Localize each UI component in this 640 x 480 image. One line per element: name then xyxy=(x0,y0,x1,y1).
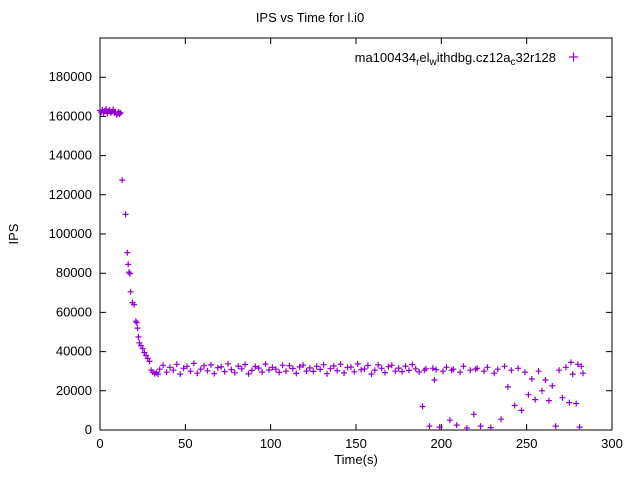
x-tick-label: 200 xyxy=(430,436,452,451)
chart-title: IPS vs Time for l.i0 xyxy=(256,10,364,25)
y-tick-label: 180000 xyxy=(49,69,92,84)
x-tick-label: 100 xyxy=(260,436,282,451)
y-tick-label: 140000 xyxy=(49,148,92,163)
y-tick-label: 160000 xyxy=(49,108,92,123)
y-tick-label: 20000 xyxy=(56,383,92,398)
y-tick-label: 120000 xyxy=(49,187,92,202)
y-tick-label: 100000 xyxy=(49,226,92,241)
y-tick-label: 80000 xyxy=(56,265,92,280)
legend-label: ma100434relwithdbg.cz12ac32r128 xyxy=(355,50,556,68)
x-tick-label: 50 xyxy=(178,436,192,451)
x-tick-label: 250 xyxy=(516,436,538,451)
y-tick-label: 40000 xyxy=(56,344,92,359)
x-axis-label: Time(s) xyxy=(334,452,378,467)
y-tick-label: 0 xyxy=(85,422,92,437)
data-points xyxy=(97,106,586,431)
x-tick-label: 0 xyxy=(96,436,103,451)
legend-marker xyxy=(569,52,578,62)
y-axis-label: IPS xyxy=(6,223,21,244)
y-tick-label: 60000 xyxy=(56,304,92,319)
x-tick-label: 150 xyxy=(345,436,367,451)
x-tick-label: 300 xyxy=(601,436,623,451)
